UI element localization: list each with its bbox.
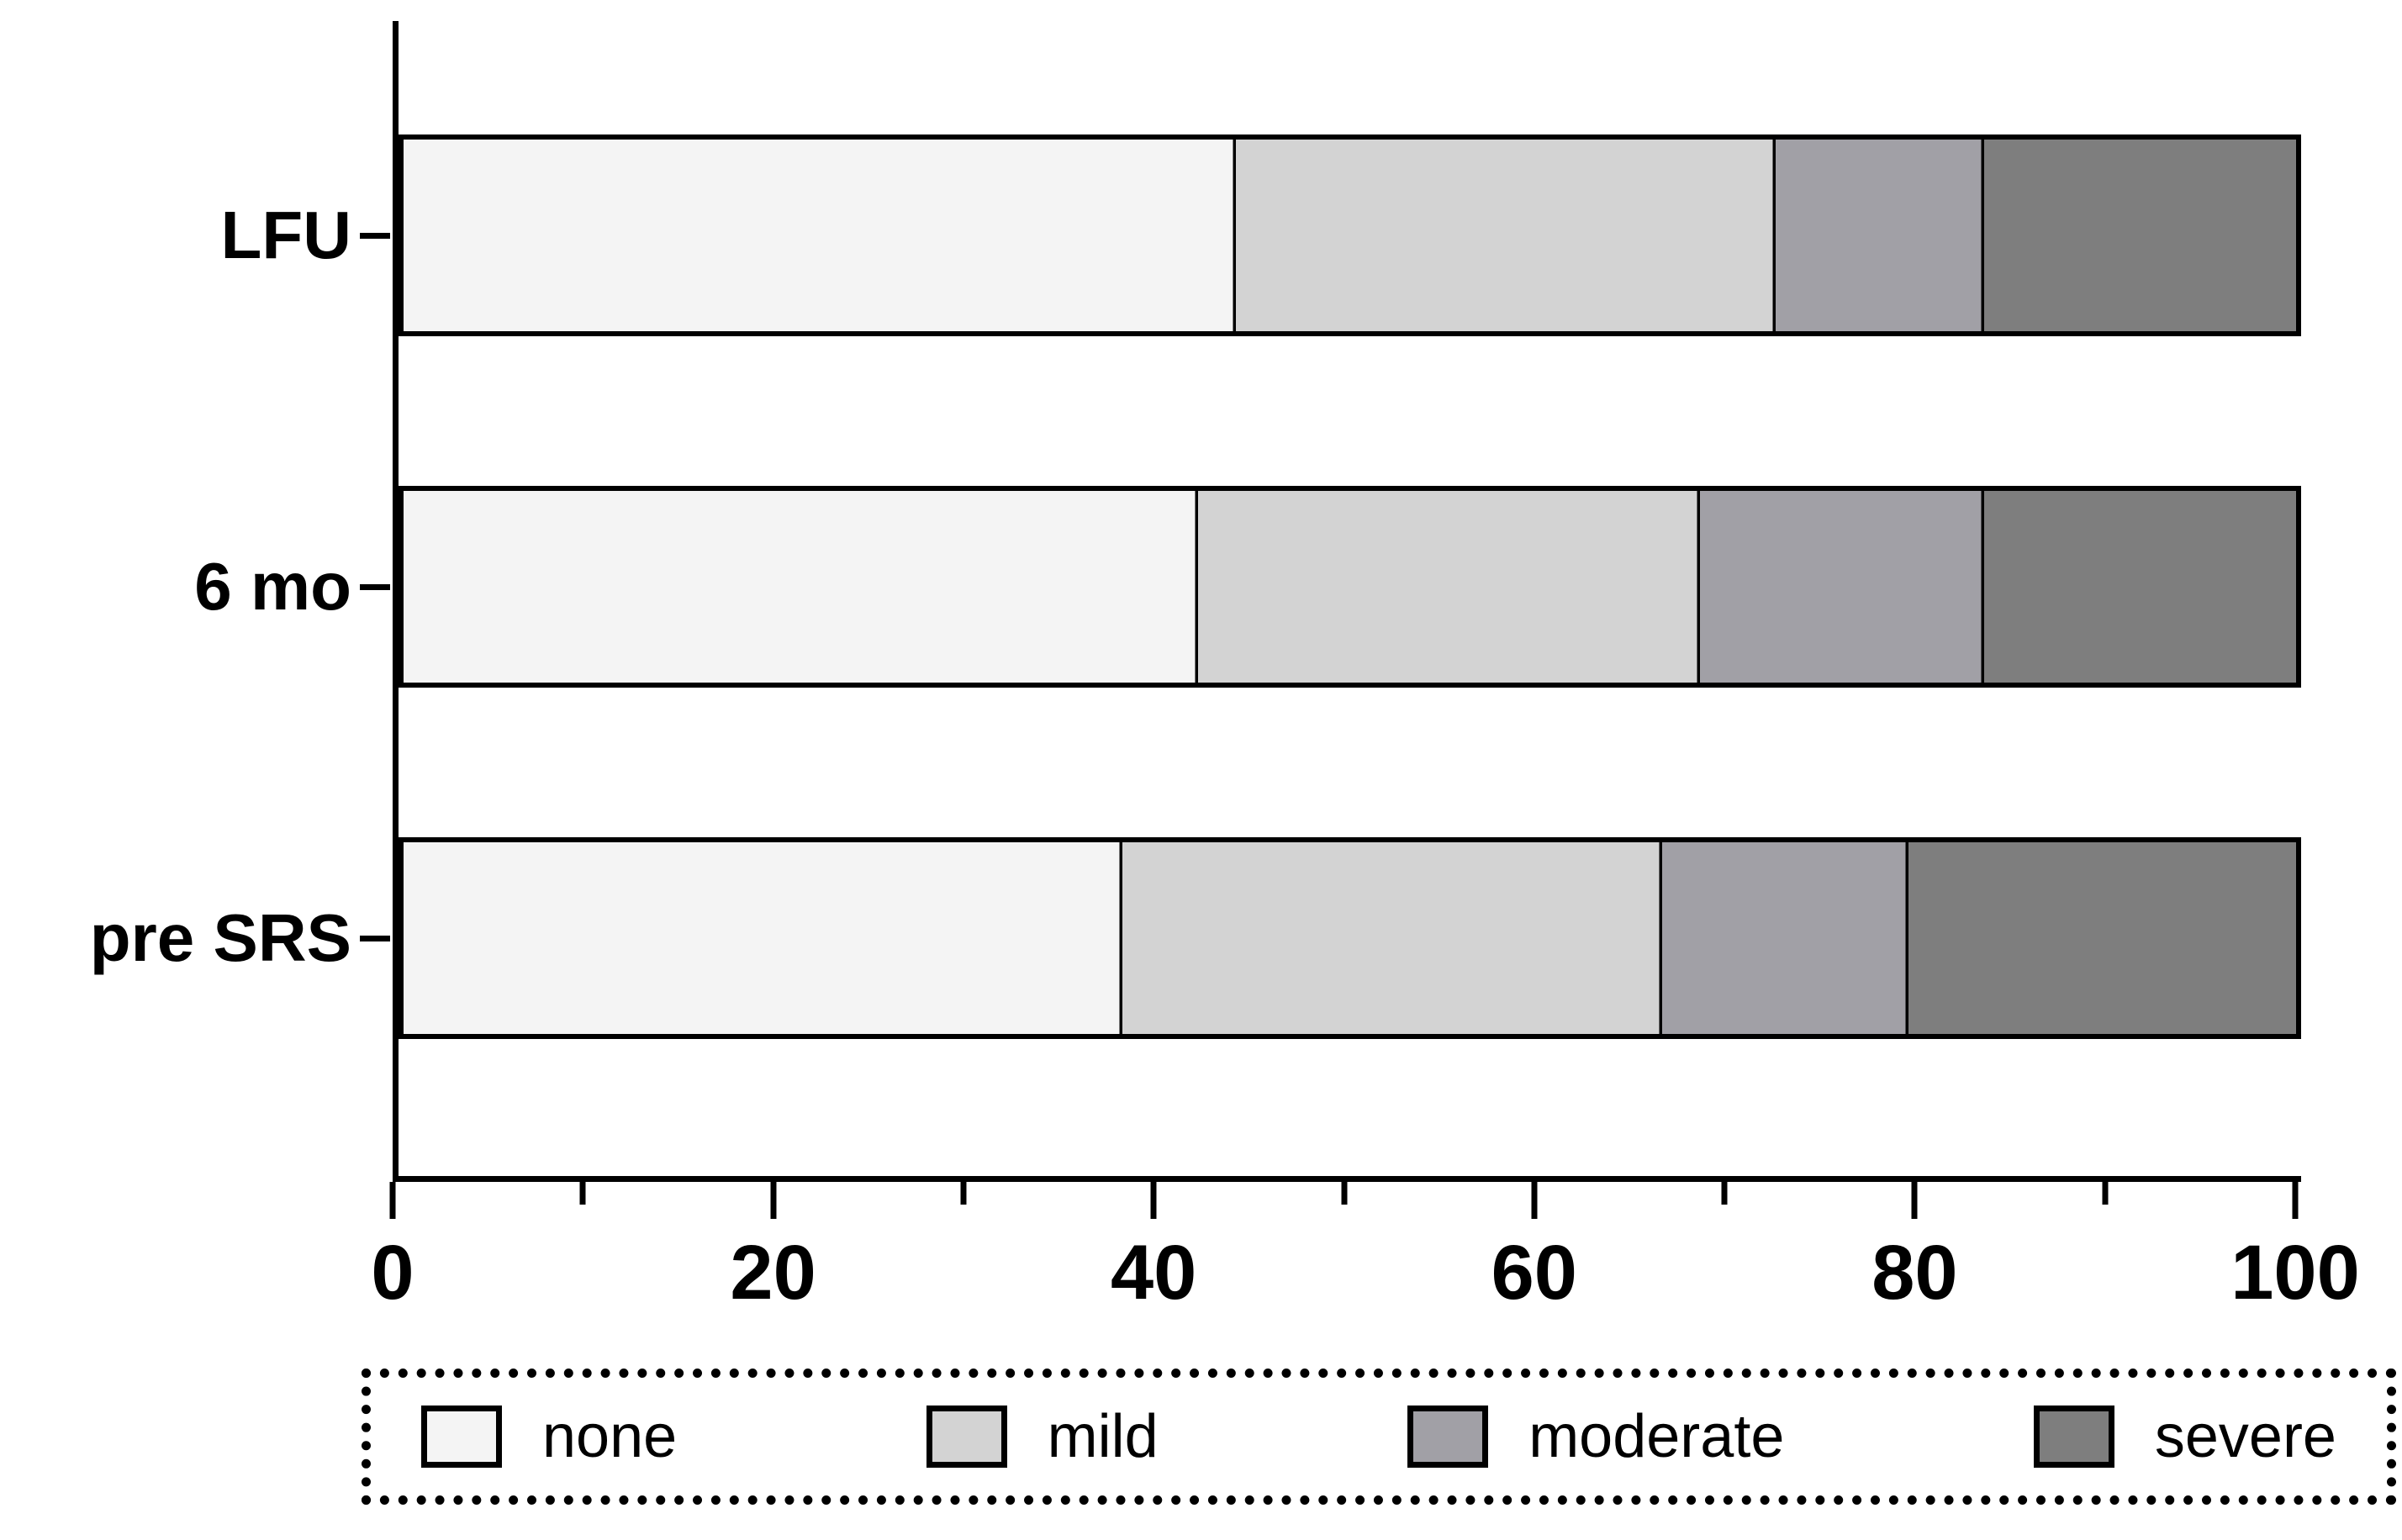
bar-segment-none [404,842,1123,1034]
bar-segment-mild [1198,491,1700,683]
category-label: 6 mo [194,549,351,624]
legend-item: mild [926,1402,1159,1471]
x-tick-label: 100 [2230,1230,2360,1316]
x-tick-label: 40 [1111,1230,1197,1316]
x-axis-tick-labels: 0 20 40 60 80 100 [371,1229,2359,1330]
plot-area [393,21,2301,1182]
category-label: pre SRS [89,900,351,975]
legend-swatch-mild [926,1406,1007,1468]
bar-segment-none [404,140,1237,331]
category-label: LFU [220,198,351,272]
bar-segment-moderate [1775,140,1984,331]
bar-row [399,486,2301,688]
x-tick-minor [1721,1182,1728,1205]
x-tick-minor [2102,1182,2109,1205]
x-tick-major [1911,1182,1918,1219]
bar-segment-mild [1236,140,1776,331]
y-tick [360,584,390,590]
x-tick-major [1531,1182,1538,1219]
bar-segment-severe [1908,842,2296,1034]
legend-swatch-severe [2033,1406,2114,1468]
x-axis-ticks [389,1182,2299,1232]
x-tick-minor [579,1182,586,1205]
legend-label: none [542,1403,678,1470]
legend-label: severe [2154,1403,2336,1470]
x-tick-major [2292,1182,2299,1219]
bar-segment-severe [1983,491,2296,683]
x-tick-minor [960,1182,967,1205]
x-tick-label: 80 [1871,1230,1958,1316]
legend-item: moderate [1407,1402,1784,1471]
y-tick [360,936,390,941]
legend-swatch-moderate [1407,1406,1489,1468]
x-tick-major [1150,1182,1157,1219]
legend-item: none [421,1402,677,1471]
legend-label: mild [1047,1403,1159,1470]
y-tick [360,233,390,239]
x-tick-label: 0 [371,1230,414,1316]
legend-item: severe [2033,1402,2336,1471]
bar-segment-none [404,491,1199,683]
bar-segment-moderate [1661,842,1908,1034]
bar-row [399,134,2301,336]
bar-segment-severe [1983,140,2296,331]
x-tick-major [770,1182,777,1219]
bar-segment-mild [1122,842,1662,1034]
x-tick-label: 60 [1491,1230,1577,1316]
x-tick-label: 20 [730,1230,816,1316]
bar-row [399,837,2301,1039]
legend-label: moderate [1528,1403,1785,1470]
legend: none mild moderate severe [362,1369,2396,1505]
x-tick-major [389,1182,396,1219]
x-tick-minor [1341,1182,1347,1205]
legend-swatch-none [421,1406,502,1468]
bar-segment-moderate [1699,491,1984,683]
